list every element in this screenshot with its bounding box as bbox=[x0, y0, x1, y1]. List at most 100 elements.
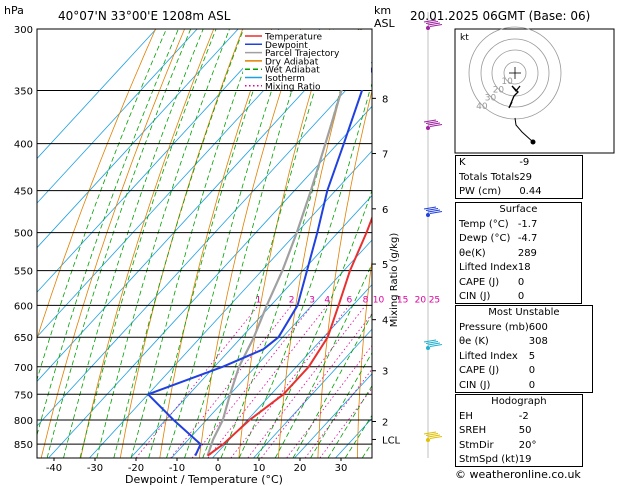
isotherm-line bbox=[37, 29, 157, 160]
isotherm-line bbox=[212, 284, 372, 458]
wet-adiabat-line bbox=[130, 29, 259, 458]
isotherm-line bbox=[89, 150, 372, 458]
km-tick-label: 8 bbox=[382, 94, 388, 105]
wet-adiabat-line bbox=[256, 189, 372, 458]
wind-barb bbox=[423, 339, 437, 343]
table-row: Temp (°C) -1.7 bbox=[456, 218, 581, 233]
isotherm-line bbox=[37, 29, 198, 204]
mixing-ratio-label: 2 bbox=[289, 295, 295, 305]
legend-entry: Mixing Ratio bbox=[265, 82, 321, 92]
x-axis-label: Dewpoint / Temperature (°C) bbox=[125, 473, 283, 486]
wet-adiabat-line bbox=[96, 29, 230, 458]
isotherm-line bbox=[37, 29, 280, 293]
mixing-ratio-label: 15 bbox=[397, 295, 408, 305]
legend-entry: Parcel Trajectory bbox=[265, 49, 340, 59]
wet-adiabat-line bbox=[46, 29, 192, 458]
pressure-tick-label: 300 bbox=[14, 25, 33, 36]
table-row: StmSpd (kt) 19 bbox=[456, 453, 582, 468]
hodograph-ring-label: 10 bbox=[501, 77, 513, 87]
row-label: SREH bbox=[459, 425, 487, 436]
mixing-ratio-line bbox=[170, 305, 292, 458]
wet-adiabat-line bbox=[202, 29, 334, 458]
row-label: Lifted Index bbox=[459, 350, 518, 362]
pressure-unit: hPa bbox=[4, 4, 24, 17]
table-row: Totals Totals 29 bbox=[456, 171, 582, 186]
section-title: Most Unstable bbox=[488, 307, 560, 318]
row-label: Dewp (°C) bbox=[459, 233, 511, 244]
pressure-tick-label: 650 bbox=[14, 333, 33, 344]
wind-barb bbox=[425, 208, 439, 211]
row-label: CIN (J) bbox=[459, 379, 491, 391]
wind-barb-dot bbox=[426, 126, 430, 130]
wind-barb bbox=[429, 436, 443, 439]
table-row: SREH 50 bbox=[456, 424, 582, 439]
wind-barb-dot bbox=[426, 213, 430, 217]
wet-adiabat-line bbox=[184, 29, 312, 458]
wind-barb bbox=[423, 19, 437, 23]
wet-adiabat-line bbox=[113, 29, 244, 458]
pressure-tick-label: 750 bbox=[14, 390, 33, 401]
hodograph-unit: kt bbox=[460, 33, 469, 43]
hodograph-trace bbox=[508, 85, 521, 109]
storm-motion-marker bbox=[530, 139, 536, 145]
table-row: Lifted Index 18 bbox=[456, 261, 581, 276]
mixing-ratio-label: 1 bbox=[256, 295, 262, 305]
wet-adiabat-line bbox=[37, 29, 167, 382]
mixing-ratio-line bbox=[319, 387, 372, 458]
wind-barb bbox=[427, 342, 441, 346]
temp-tick-label: 10 bbox=[253, 463, 266, 474]
wind-barb bbox=[425, 21, 439, 24]
wind-barbs bbox=[423, 12, 443, 458]
row-value: 0.44 bbox=[519, 186, 542, 197]
mixing-ratio-line bbox=[135, 305, 259, 458]
km-tick-label: LCL bbox=[382, 435, 401, 446]
table-row: CIN (J) 0 bbox=[456, 290, 581, 305]
mixing-ratio-label: 4 bbox=[324, 295, 330, 305]
pressure-tick-label: 450 bbox=[14, 187, 33, 198]
row-value: 289 bbox=[517, 247, 537, 259]
mixing-ratio-line bbox=[207, 305, 328, 458]
wet-adiabat-line bbox=[37, 29, 179, 437]
row-label: CAPE (J) bbox=[459, 276, 500, 288]
table-row: CIN (J) 0 bbox=[456, 379, 592, 394]
wind-barb-dot bbox=[426, 26, 430, 30]
table-row: θe(K) 289 bbox=[456, 247, 581, 262]
mixing-ratio-label: 8 bbox=[363, 295, 369, 305]
dry-adiabat-line bbox=[159, 29, 273, 458]
table-row: StmDir 20° bbox=[456, 439, 582, 454]
surface-table: Surface Temp (°C) -1.7 Dewp (°C) -4.7 θe(K) 28… bbox=[455, 202, 582, 304]
wind-barb bbox=[429, 211, 443, 214]
hodograph-ring bbox=[491, 49, 539, 97]
wind-barb bbox=[429, 124, 443, 127]
legend-bg bbox=[243, 30, 371, 90]
table-row: PW (cm) 0.44 bbox=[456, 185, 582, 200]
dry-adiabat-line bbox=[357, 258, 372, 458]
hodograph-ring-label: 30 bbox=[485, 93, 497, 103]
table-row: K -9 bbox=[456, 156, 582, 171]
legend-entry: Isotherm bbox=[265, 74, 305, 84]
isotherm-line bbox=[171, 239, 372, 458]
row-value: 0 bbox=[528, 365, 536, 376]
copyright: © weatheronline.co.uk bbox=[455, 468, 581, 481]
dry-adiabat-line bbox=[238, 29, 331, 458]
wet-adiabat-line bbox=[274, 262, 372, 458]
row-value: 19 bbox=[518, 454, 532, 465]
table-row: CAPE (J) 0 bbox=[456, 364, 592, 379]
hodograph-storm-motion bbox=[514, 117, 534, 143]
mixing-ratio-line bbox=[304, 368, 372, 458]
row-label: Lifted Index bbox=[459, 262, 518, 273]
table-row: Lifted Index 5 bbox=[456, 350, 592, 365]
dry-adiabat-line bbox=[397, 29, 446, 458]
row-label: CAPE (J) bbox=[459, 365, 500, 376]
table-row: Pressure (mb) 600 bbox=[456, 321, 592, 336]
wind-barb bbox=[425, 433, 439, 436]
table-row: EH -2 bbox=[456, 410, 582, 425]
wet-adiabat-line bbox=[166, 29, 293, 458]
wind-barb bbox=[427, 122, 441, 126]
row-value: -4.7 bbox=[517, 233, 538, 244]
km-tick-label: 6 bbox=[382, 205, 388, 216]
isotherm-line bbox=[253, 328, 372, 458]
row-label: Pressure (mb) bbox=[459, 321, 529, 333]
